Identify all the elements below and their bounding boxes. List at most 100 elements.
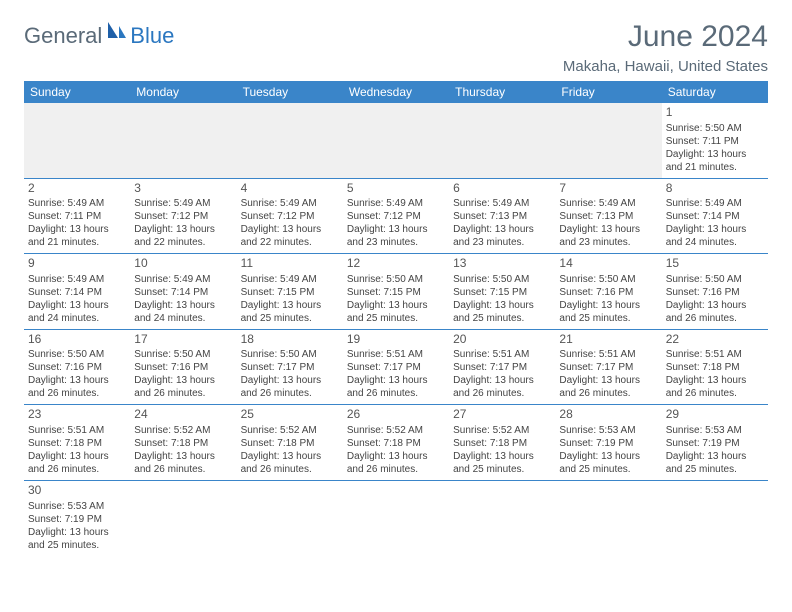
calendar-row: 16Sunrise: 5:50 AMSunset: 7:16 PMDayligh… bbox=[24, 329, 768, 405]
calendar-row: 9Sunrise: 5:49 AMSunset: 7:14 PMDaylight… bbox=[24, 254, 768, 330]
daylight-text: Daylight: 13 hours and 25 minutes. bbox=[559, 299, 657, 325]
month-title: June 2024 bbox=[563, 20, 768, 54]
header: General Blue June 2024 Makaha, Hawaii, U… bbox=[24, 20, 768, 75]
calendar-cell-blank bbox=[24, 103, 130, 178]
sunset-text: Sunset: 7:17 PM bbox=[347, 361, 445, 374]
daylight-text: Daylight: 13 hours and 22 minutes. bbox=[241, 223, 339, 249]
sunset-text: Sunset: 7:18 PM bbox=[347, 437, 445, 450]
sunset-text: Sunset: 7:17 PM bbox=[559, 361, 657, 374]
sunset-text: Sunset: 7:14 PM bbox=[134, 286, 232, 299]
sunrise-text: Sunrise: 5:51 AM bbox=[453, 348, 551, 361]
sunrise-text: Sunrise: 5:52 AM bbox=[347, 424, 445, 437]
calendar-row: 30Sunrise: 5:53 AMSunset: 7:19 PMDayligh… bbox=[24, 480, 768, 555]
calendar-cell: 22Sunrise: 5:51 AMSunset: 7:18 PMDayligh… bbox=[662, 329, 768, 405]
sunset-text: Sunset: 7:19 PM bbox=[28, 513, 126, 526]
sunrise-text: Sunrise: 5:50 AM bbox=[134, 348, 232, 361]
sunrise-text: Sunrise: 5:49 AM bbox=[666, 197, 764, 210]
calendar-cell: 18Sunrise: 5:50 AMSunset: 7:17 PMDayligh… bbox=[237, 329, 343, 405]
sunrise-text: Sunrise: 5:50 AM bbox=[241, 348, 339, 361]
sunrise-text: Sunrise: 5:50 AM bbox=[666, 122, 764, 135]
sunrise-text: Sunrise: 5:52 AM bbox=[453, 424, 551, 437]
calendar-cell: 26Sunrise: 5:52 AMSunset: 7:18 PMDayligh… bbox=[343, 405, 449, 481]
daylight-text: Daylight: 13 hours and 26 minutes. bbox=[241, 374, 339, 400]
calendar-cell-blank bbox=[343, 103, 449, 178]
day-number: 15 bbox=[666, 256, 764, 272]
sunset-text: Sunset: 7:13 PM bbox=[559, 210, 657, 223]
calendar-cell: 7Sunrise: 5:49 AMSunset: 7:13 PMDaylight… bbox=[555, 178, 661, 254]
sunset-text: Sunset: 7:14 PM bbox=[666, 210, 764, 223]
sunset-text: Sunset: 7:19 PM bbox=[559, 437, 657, 450]
sunset-text: Sunset: 7:11 PM bbox=[28, 210, 126, 223]
day-number: 28 bbox=[559, 407, 657, 423]
calendar-cell: 17Sunrise: 5:50 AMSunset: 7:16 PMDayligh… bbox=[130, 329, 236, 405]
calendar-cell: 2Sunrise: 5:49 AMSunset: 7:11 PMDaylight… bbox=[24, 178, 130, 254]
day-number: 25 bbox=[241, 407, 339, 423]
calendar-body: 1Sunrise: 5:50 AMSunset: 7:11 PMDaylight… bbox=[24, 103, 768, 556]
sunset-text: Sunset: 7:16 PM bbox=[134, 361, 232, 374]
sunrise-text: Sunrise: 5:53 AM bbox=[28, 500, 126, 513]
brand-logo: General Blue bbox=[24, 20, 174, 51]
calendar-cell-blank bbox=[130, 480, 236, 555]
calendar-cell: 19Sunrise: 5:51 AMSunset: 7:17 PMDayligh… bbox=[343, 329, 449, 405]
day-number: 11 bbox=[241, 256, 339, 272]
location-text: Makaha, Hawaii, United States bbox=[563, 58, 768, 75]
daylight-text: Daylight: 13 hours and 26 minutes. bbox=[347, 450, 445, 476]
calendar-cell: 25Sunrise: 5:52 AMSunset: 7:18 PMDayligh… bbox=[237, 405, 343, 481]
calendar-cell: 24Sunrise: 5:52 AMSunset: 7:18 PMDayligh… bbox=[130, 405, 236, 481]
day-number: 23 bbox=[28, 407, 126, 423]
calendar-cell: 30Sunrise: 5:53 AMSunset: 7:19 PMDayligh… bbox=[24, 480, 130, 555]
calendar-cell: 23Sunrise: 5:51 AMSunset: 7:18 PMDayligh… bbox=[24, 405, 130, 481]
day-number: 8 bbox=[666, 181, 764, 197]
calendar-cell: 8Sunrise: 5:49 AMSunset: 7:14 PMDaylight… bbox=[662, 178, 768, 254]
brand-part1: General bbox=[24, 23, 102, 49]
day-number: 29 bbox=[666, 407, 764, 423]
day-number: 1 bbox=[666, 105, 764, 121]
calendar-cell: 14Sunrise: 5:50 AMSunset: 7:16 PMDayligh… bbox=[555, 254, 661, 330]
calendar-cell-blank bbox=[237, 480, 343, 555]
daylight-text: Daylight: 13 hours and 25 minutes. bbox=[28, 526, 126, 552]
day-number: 4 bbox=[241, 181, 339, 197]
calendar-cell: 16Sunrise: 5:50 AMSunset: 7:16 PMDayligh… bbox=[24, 329, 130, 405]
sunrise-text: Sunrise: 5:53 AM bbox=[666, 424, 764, 437]
day-number: 18 bbox=[241, 332, 339, 348]
day-number: 9 bbox=[28, 256, 126, 272]
calendar-cell: 21Sunrise: 5:51 AMSunset: 7:17 PMDayligh… bbox=[555, 329, 661, 405]
calendar-cell: 10Sunrise: 5:49 AMSunset: 7:14 PMDayligh… bbox=[130, 254, 236, 330]
title-block: June 2024 Makaha, Hawaii, United States bbox=[563, 20, 768, 75]
calendar-cell-blank bbox=[555, 480, 661, 555]
daylight-text: Daylight: 13 hours and 25 minutes. bbox=[453, 450, 551, 476]
calendar-cell-blank bbox=[449, 480, 555, 555]
sunset-text: Sunset: 7:16 PM bbox=[559, 286, 657, 299]
calendar-cell: 29Sunrise: 5:53 AMSunset: 7:19 PMDayligh… bbox=[662, 405, 768, 481]
sunrise-text: Sunrise: 5:49 AM bbox=[28, 197, 126, 210]
calendar-cell-blank bbox=[662, 480, 768, 555]
calendar-cell: 12Sunrise: 5:50 AMSunset: 7:15 PMDayligh… bbox=[343, 254, 449, 330]
day-number: 30 bbox=[28, 483, 126, 499]
weekday-header: Sunday bbox=[24, 81, 130, 103]
sunrise-text: Sunrise: 5:49 AM bbox=[134, 197, 232, 210]
brand-part2: Blue bbox=[130, 23, 174, 49]
daylight-text: Daylight: 13 hours and 26 minutes. bbox=[666, 299, 764, 325]
daylight-text: Daylight: 13 hours and 26 minutes. bbox=[28, 450, 126, 476]
sunset-text: Sunset: 7:18 PM bbox=[453, 437, 551, 450]
weekday-header: Friday bbox=[555, 81, 661, 103]
sunset-text: Sunset: 7:15 PM bbox=[453, 286, 551, 299]
day-number: 17 bbox=[134, 332, 232, 348]
daylight-text: Daylight: 13 hours and 24 minutes. bbox=[134, 299, 232, 325]
sunset-text: Sunset: 7:16 PM bbox=[28, 361, 126, 374]
calendar-cell: 28Sunrise: 5:53 AMSunset: 7:19 PMDayligh… bbox=[555, 405, 661, 481]
sunset-text: Sunset: 7:19 PM bbox=[666, 437, 764, 450]
sunset-text: Sunset: 7:12 PM bbox=[347, 210, 445, 223]
calendar-cell-blank bbox=[130, 103, 236, 178]
sunrise-text: Sunrise: 5:51 AM bbox=[28, 424, 126, 437]
sunrise-text: Sunrise: 5:51 AM bbox=[666, 348, 764, 361]
daylight-text: Daylight: 13 hours and 25 minutes. bbox=[666, 450, 764, 476]
daylight-text: Daylight: 13 hours and 25 minutes. bbox=[347, 299, 445, 325]
weekday-header: Tuesday bbox=[237, 81, 343, 103]
sunrise-text: Sunrise: 5:49 AM bbox=[241, 273, 339, 286]
sunrise-text: Sunrise: 5:49 AM bbox=[134, 273, 232, 286]
sunset-text: Sunset: 7:18 PM bbox=[134, 437, 232, 450]
day-number: 24 bbox=[134, 407, 232, 423]
daylight-text: Daylight: 13 hours and 26 minutes. bbox=[666, 374, 764, 400]
daylight-text: Daylight: 13 hours and 21 minutes. bbox=[666, 148, 764, 174]
